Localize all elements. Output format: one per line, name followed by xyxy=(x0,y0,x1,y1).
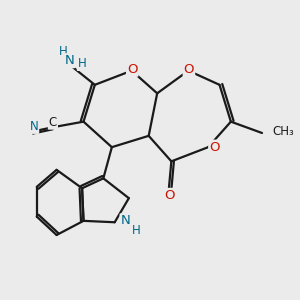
Text: N: N xyxy=(64,54,74,67)
Text: O: O xyxy=(184,63,194,76)
Text: O: O xyxy=(209,141,220,154)
Text: H: H xyxy=(78,57,86,70)
Text: H: H xyxy=(132,224,140,237)
Text: C: C xyxy=(49,116,57,129)
Text: H: H xyxy=(59,45,68,58)
Text: O: O xyxy=(165,189,175,202)
Text: CH₃: CH₃ xyxy=(272,125,294,138)
Text: N: N xyxy=(121,214,130,227)
Text: N: N xyxy=(29,120,38,133)
Text: O: O xyxy=(127,63,137,76)
